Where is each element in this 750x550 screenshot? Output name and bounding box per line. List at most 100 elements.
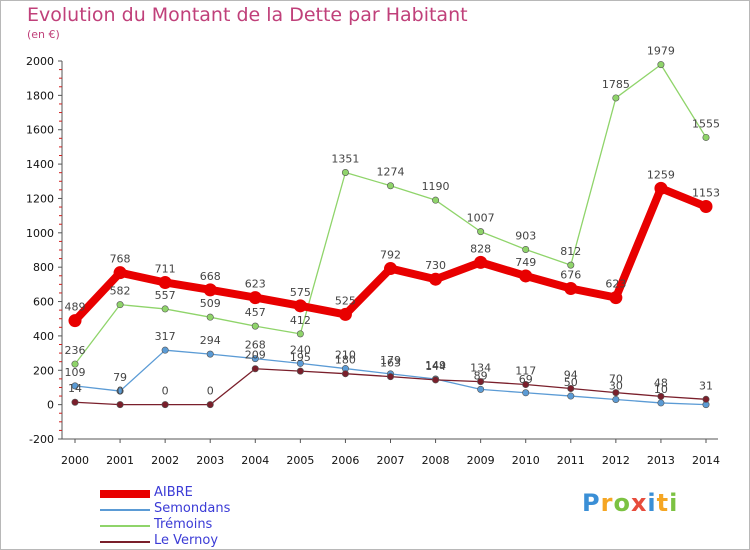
series-point-3 <box>161 401 169 409</box>
legend-item-tremoins: Trémoins <box>100 518 320 534</box>
y-tick-label: 1200 <box>26 192 54 205</box>
series-point-3 <box>522 381 530 389</box>
data-label-3: 180 <box>335 354 356 367</box>
series-point-1 <box>251 355 259 363</box>
data-label-0: 792 <box>380 249 401 262</box>
series-point-0 <box>564 281 578 295</box>
x-tick-label: 2006 <box>331 454 359 467</box>
series-point-3 <box>567 384 575 392</box>
data-label-3: 14 <box>68 382 82 395</box>
series-point-3 <box>477 378 485 386</box>
legend-label-tremoins: Trémoins <box>154 517 213 532</box>
series-point-2 <box>702 133 710 141</box>
x-tick-label: 2011 <box>557 454 585 467</box>
data-label-0: 623 <box>605 278 626 291</box>
data-label-3: 195 <box>290 351 311 364</box>
legend: AIBRE Semondans Trémoins Le Vernoy <box>100 486 320 550</box>
data-label-2: 236 <box>65 344 86 357</box>
data-label-2: 1555 <box>692 117 720 130</box>
data-label-2: 812 <box>560 245 581 258</box>
series-point-1 <box>567 392 575 400</box>
data-label-2: 557 <box>155 289 176 302</box>
legend-item-semondans: Semondans <box>100 502 320 518</box>
series-point-0 <box>113 266 127 280</box>
data-label-0: 730 <box>425 259 446 272</box>
series-point-1 <box>206 350 214 358</box>
data-label-3: 209 <box>245 349 266 362</box>
series-point-0 <box>203 283 217 297</box>
series-point-2 <box>206 313 214 321</box>
series-point-3 <box>296 367 304 375</box>
series-point-0 <box>338 307 352 321</box>
chart-axes: -200020040060080010001200140016001800200… <box>26 55 720 467</box>
chart-subtitle: (en €) <box>27 28 60 41</box>
data-label-2: 412 <box>290 314 311 327</box>
data-label-1: 149 <box>425 359 446 372</box>
series-point-2 <box>477 228 485 236</box>
series-point-0 <box>384 262 397 276</box>
legend-swatch-tremoins <box>100 525 150 527</box>
y-tick-label: 400 <box>33 330 54 343</box>
series-point-2 <box>612 94 620 102</box>
series-point-2 <box>567 261 575 269</box>
data-label-2: 509 <box>200 297 221 310</box>
series-point-3 <box>251 365 259 373</box>
series-point-2 <box>71 360 79 368</box>
data-label-2: 457 <box>245 306 266 319</box>
x-tick-label: 2005 <box>286 454 314 467</box>
data-label-1: 109 <box>65 366 86 379</box>
data-label-0: 828 <box>470 242 491 255</box>
data-label-3: 94 <box>564 368 578 381</box>
x-tick-label: 2009 <box>467 454 495 467</box>
data-label-0: 668 <box>200 270 221 283</box>
data-labels: 489 768 711 668 623 575 525 792 730 828 749 676 623 1… <box>65 45 721 398</box>
data-label-0: 525 <box>335 294 356 307</box>
legend-swatch-le-vernoy <box>100 541 150 543</box>
series-point-0 <box>158 275 172 289</box>
series-point-2 <box>296 330 304 338</box>
data-label-1: 317 <box>155 330 176 343</box>
x-tick-label: 2013 <box>647 454 675 467</box>
data-label-1: 10 <box>654 383 668 396</box>
data-label-2: 1274 <box>377 166 405 179</box>
series-point-0 <box>248 291 262 305</box>
x-tick-label: 2004 <box>241 454 269 467</box>
series-point-0 <box>519 269 533 283</box>
series-point-1 <box>612 395 620 403</box>
series-point-3 <box>612 389 620 397</box>
data-label-0: 623 <box>245 278 266 291</box>
data-label-3: 0 <box>207 385 214 398</box>
data-label-1: 268 <box>245 339 266 352</box>
series-point-0 <box>654 181 668 195</box>
x-tick-label: 2001 <box>106 454 134 467</box>
data-label-1: 179 <box>380 354 401 367</box>
data-label-3: 144 <box>425 360 446 373</box>
y-tick-label: 1800 <box>26 89 54 102</box>
legend-swatch-aibre <box>100 490 150 498</box>
series-point-0 <box>429 272 443 286</box>
series-point-2 <box>116 301 124 309</box>
series-point-3 <box>206 401 214 409</box>
x-tick-label: 2014 <box>692 454 720 467</box>
data-label-0: 1153 <box>692 187 720 200</box>
data-label-3: 70 <box>609 373 623 386</box>
series-point-0 <box>474 255 488 269</box>
chart-title: Evolution du Montant de la Dette par Hab… <box>27 4 468 26</box>
series-layer <box>68 61 713 409</box>
series-point-3 <box>116 401 124 409</box>
series-point-2 <box>657 61 665 69</box>
data-label-0: 749 <box>515 256 536 269</box>
series-point-3 <box>341 370 349 378</box>
y-tick-label: 2000 <box>26 55 54 68</box>
data-label-2: 582 <box>110 285 131 298</box>
y-tick-label: 600 <box>33 296 54 309</box>
legend-label-semondans: Semondans <box>154 501 231 516</box>
data-label-2: 1190 <box>422 180 450 193</box>
series-point-0 <box>609 291 623 305</box>
proxiti-logo: Proxiti <box>582 489 679 517</box>
data-label-3: 31 <box>699 379 713 392</box>
series-point-2 <box>341 169 349 177</box>
data-label-0: 711 <box>155 262 176 275</box>
data-label-2: 1007 <box>467 212 495 225</box>
data-label-3: 48 <box>654 376 668 389</box>
